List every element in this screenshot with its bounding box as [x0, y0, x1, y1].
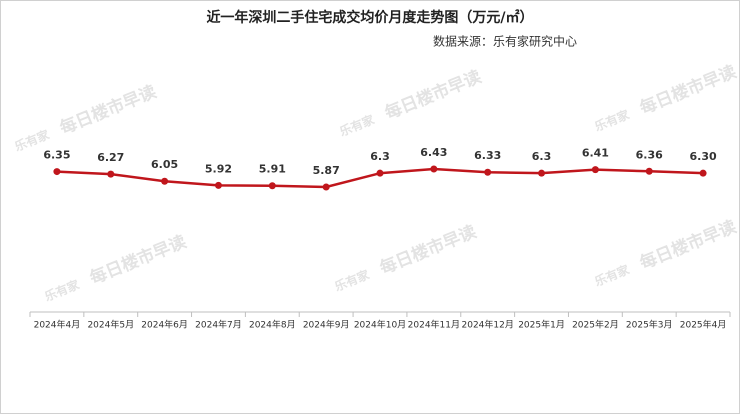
- data-label: 6.36: [636, 148, 663, 161]
- point: [591, 166, 599, 174]
- data-label: 6.05: [151, 158, 178, 171]
- point: [107, 170, 115, 178]
- x-tick-label: 2024年12月: [462, 319, 514, 331]
- data-label: 5.92: [205, 162, 232, 175]
- chart-subtitle: 数据来源：乐有家研究中心: [433, 34, 577, 49]
- data-label: 5.91: [259, 163, 286, 176]
- point: [376, 169, 384, 177]
- point: [699, 169, 707, 177]
- data-label: 6.3: [370, 150, 390, 163]
- data-label: 6.41: [582, 147, 609, 160]
- point: [53, 168, 61, 176]
- data-label: 6.30: [690, 150, 717, 163]
- point: [214, 181, 222, 189]
- point: [484, 168, 492, 176]
- x-tick-label: 2025年1月: [518, 319, 565, 331]
- x-tick-label: 2025年2月: [572, 319, 619, 331]
- data-label: 6.27: [97, 151, 124, 164]
- data-label: 6.35: [43, 149, 70, 162]
- x-tick-label: 2025年4月: [680, 319, 727, 331]
- x-tick-label: 2024年7月: [195, 319, 242, 331]
- point: [322, 183, 330, 191]
- point: [538, 169, 546, 177]
- x-tick-label: 2024年10月: [354, 319, 406, 331]
- point: [268, 182, 276, 190]
- data-label: 6.33: [474, 149, 501, 162]
- point: [430, 165, 438, 173]
- x-tick-label: 2024年6月: [141, 319, 188, 331]
- data-label: 5.87: [313, 164, 340, 177]
- x-tick-label: 2025年3月: [626, 319, 673, 331]
- chart-title: 近一年深圳二手住宅成交均价月度走势图（万元/㎡）: [206, 9, 533, 26]
- x-tick-label: 2024年5月: [87, 319, 134, 331]
- x-tick-label: 2024年8月: [249, 319, 296, 331]
- data-label: 6.3: [532, 150, 552, 163]
- x-tick-label: 2024年9月: [303, 319, 350, 331]
- data-label: 6.43: [420, 146, 447, 159]
- x-tick-label: 2024年4月: [34, 319, 81, 331]
- point: [645, 167, 653, 175]
- point: [161, 177, 169, 185]
- x-tick-label: 2024年11月: [408, 319, 460, 331]
